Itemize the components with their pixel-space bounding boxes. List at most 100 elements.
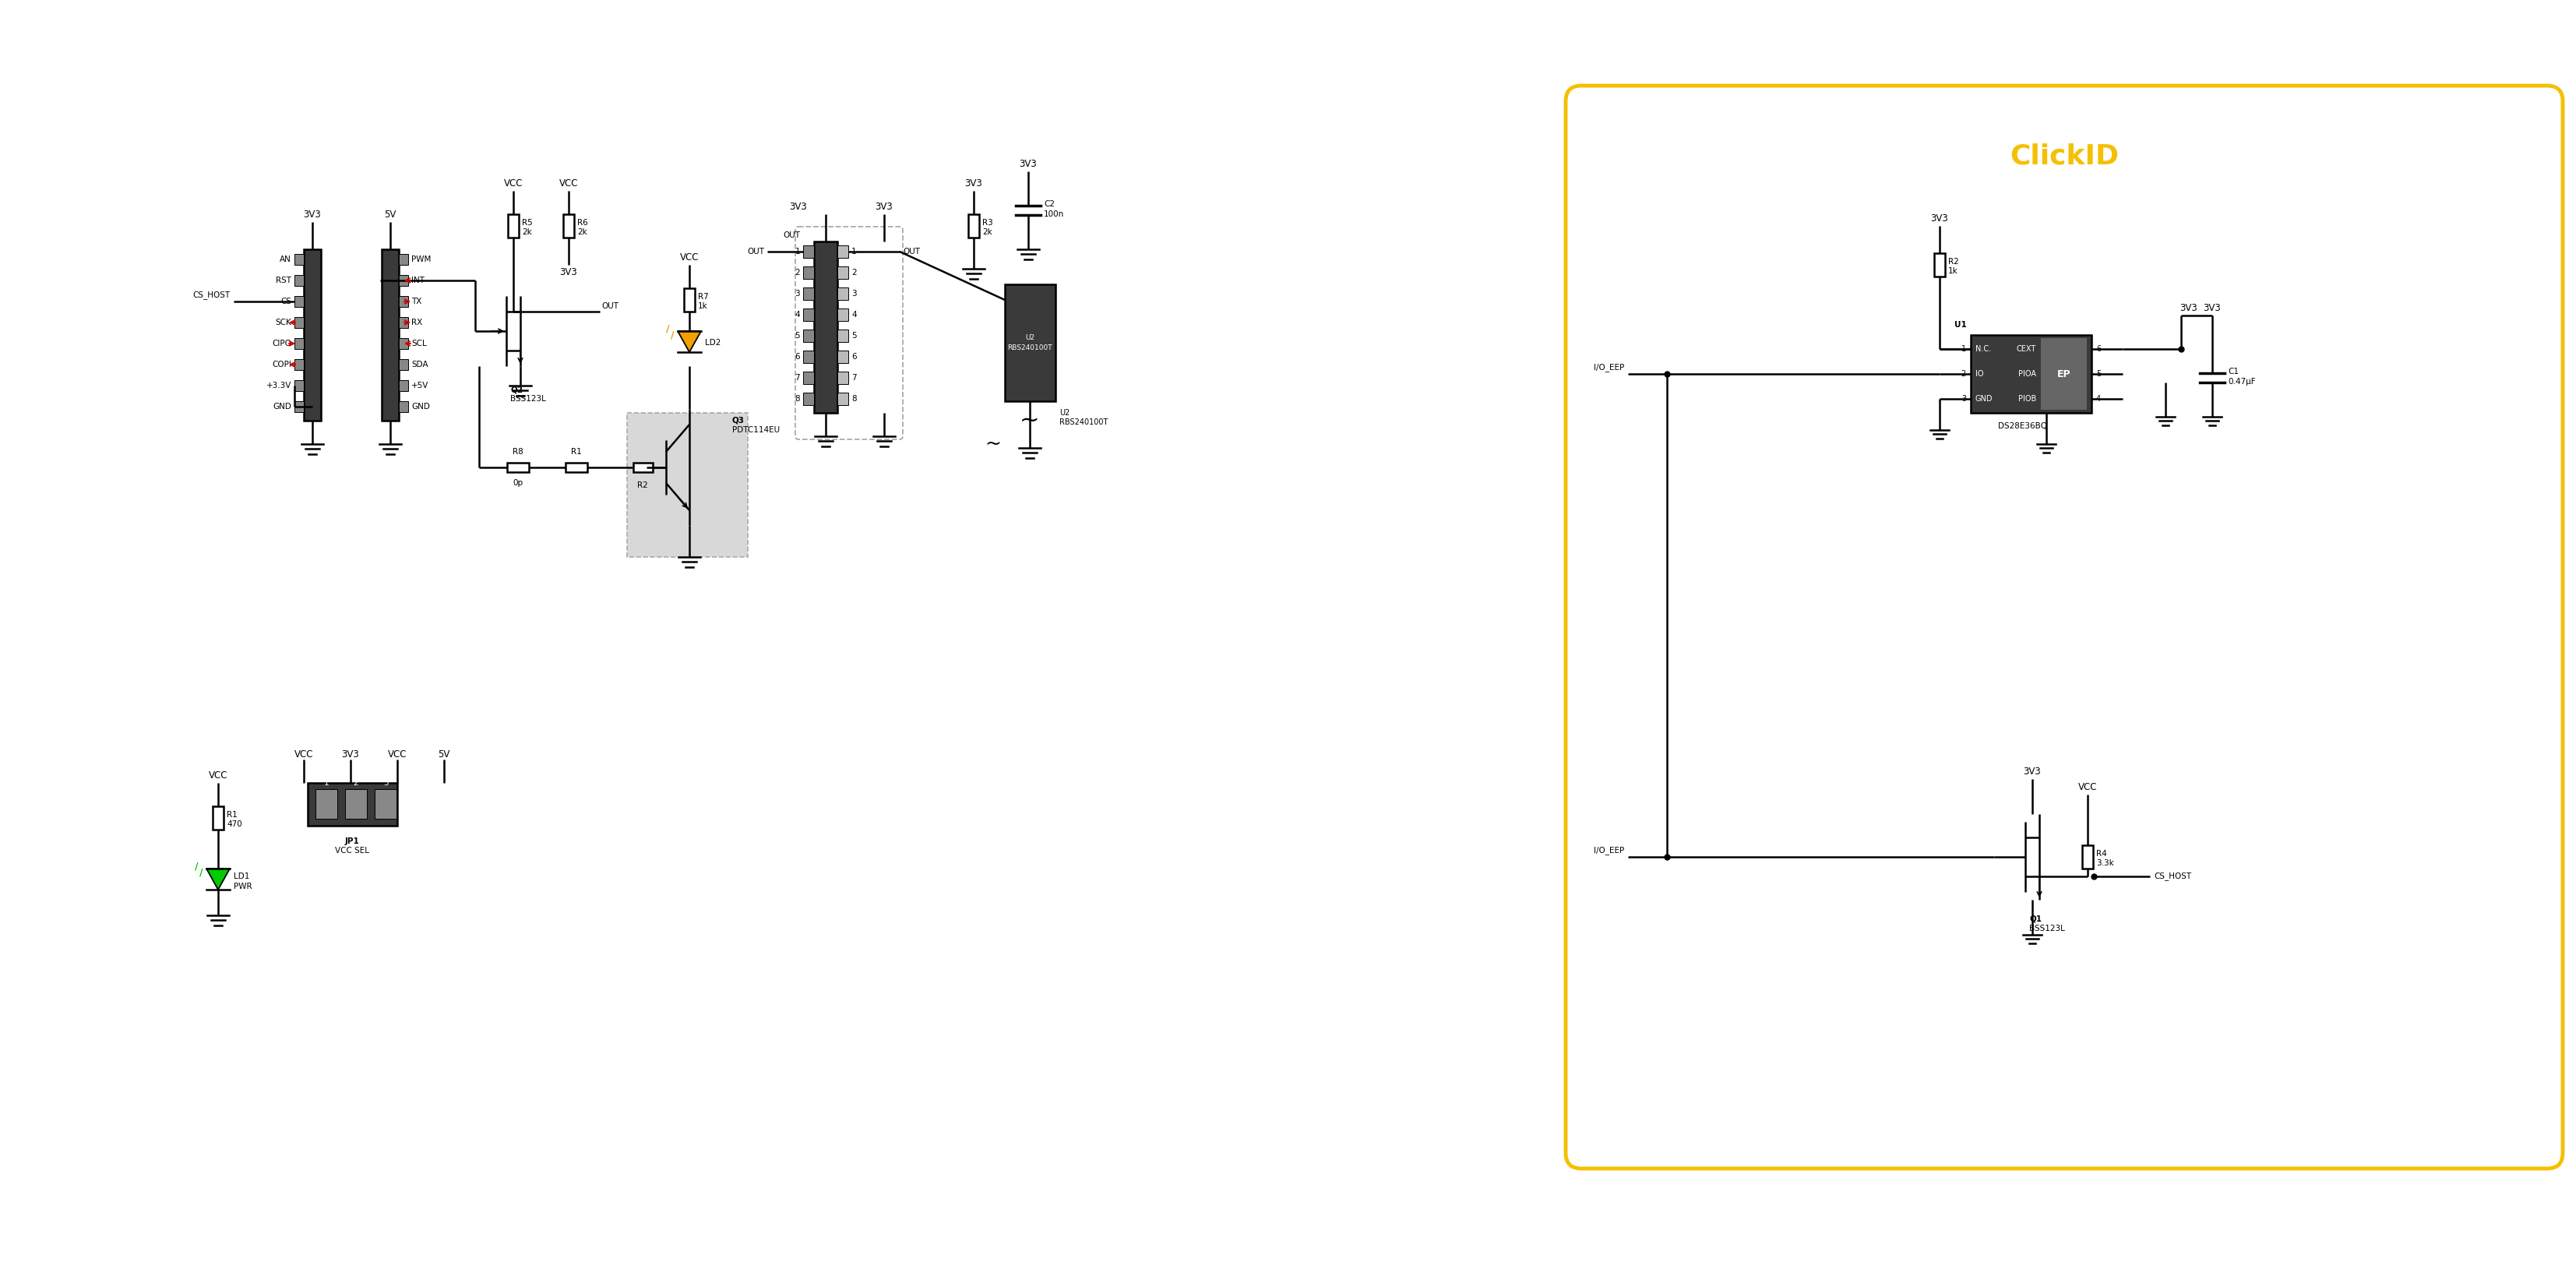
- Text: R8: R8: [513, 448, 523, 456]
- Text: OUT: OUT: [747, 247, 765, 255]
- Text: SCL: SCL: [412, 340, 428, 348]
- Text: 100n: 100n: [1043, 211, 1064, 218]
- Text: 5: 5: [2097, 371, 2102, 378]
- Text: CEXT: CEXT: [2017, 345, 2035, 353]
- Bar: [399, 275, 407, 286]
- Text: 4: 4: [2097, 395, 2102, 402]
- Text: JP1: JP1: [345, 838, 361, 845]
- Text: 3V3: 3V3: [876, 202, 894, 212]
- Text: /: /: [196, 862, 198, 872]
- Text: 4: 4: [853, 311, 858, 319]
- Text: IO: IO: [1976, 371, 1984, 378]
- Text: 1: 1: [796, 247, 801, 255]
- Bar: [294, 275, 304, 286]
- Bar: [804, 350, 814, 363]
- Bar: [837, 350, 848, 363]
- Bar: [294, 296, 304, 307]
- Bar: [837, 392, 848, 405]
- Text: 0.47μF: 0.47μF: [2228, 378, 2257, 386]
- Text: R6: R6: [577, 218, 587, 227]
- Bar: [381, 249, 399, 420]
- Text: 5: 5: [796, 332, 801, 340]
- Text: 2k: 2k: [981, 228, 992, 236]
- Text: VCC: VCC: [680, 253, 698, 263]
- Text: 4: 4: [796, 311, 801, 319]
- Text: I/O_EEP: I/O_EEP: [1595, 363, 1623, 372]
- Text: +5V: +5V: [412, 382, 428, 390]
- Text: GND: GND: [412, 402, 430, 411]
- Text: INT: INT: [412, 277, 425, 284]
- Text: N.C.: N.C.: [1976, 345, 1991, 353]
- Text: VCC SEL: VCC SEL: [335, 846, 368, 854]
- Text: 3V3: 3V3: [559, 268, 577, 278]
- Bar: [567, 463, 587, 472]
- Text: 1: 1: [853, 247, 858, 255]
- Text: PIOA: PIOA: [2017, 371, 2035, 378]
- Bar: [345, 789, 366, 819]
- Text: 3V3: 3V3: [343, 750, 361, 760]
- Text: 2: 2: [853, 269, 858, 277]
- Text: 1: 1: [325, 779, 330, 787]
- Text: OUT: OUT: [902, 247, 920, 255]
- Bar: [2081, 845, 2094, 868]
- Text: U2
RBS240100T: U2 RBS240100T: [1059, 409, 1108, 426]
- Text: R3: R3: [981, 218, 992, 227]
- Text: BSS123L: BSS123L: [2030, 925, 2066, 933]
- Text: VCC: VCC: [559, 179, 577, 189]
- Text: /: /: [198, 868, 204, 878]
- Text: VCC: VCC: [2079, 782, 2097, 792]
- Bar: [969, 214, 979, 237]
- Polygon shape: [677, 331, 701, 352]
- Text: 3V3: 3V3: [791, 202, 806, 212]
- Bar: [564, 214, 574, 237]
- Text: 1k: 1k: [698, 302, 708, 310]
- Bar: [399, 401, 407, 412]
- Text: PIOB: PIOB: [2017, 395, 2035, 402]
- Bar: [399, 254, 407, 265]
- Text: 2: 2: [353, 779, 358, 787]
- Bar: [1935, 254, 1945, 277]
- Text: 0p: 0p: [513, 480, 523, 487]
- Text: 6: 6: [2097, 345, 2102, 353]
- Text: COPI: COPI: [273, 360, 291, 368]
- Bar: [2040, 338, 2087, 410]
- Bar: [837, 372, 848, 385]
- Text: 3.3k: 3.3k: [2097, 859, 2115, 867]
- Text: CIPO: CIPO: [273, 340, 291, 348]
- Text: 3V3: 3V3: [2179, 303, 2197, 313]
- Text: 8: 8: [853, 395, 858, 402]
- Text: R5: R5: [523, 218, 533, 227]
- Polygon shape: [206, 868, 229, 890]
- Text: PWM: PWM: [412, 255, 430, 263]
- Text: R1: R1: [572, 448, 582, 456]
- Bar: [837, 308, 848, 321]
- Text: DS28E36BQ: DS28E36BQ: [1999, 423, 2048, 430]
- Text: R2: R2: [636, 481, 649, 490]
- Bar: [399, 317, 407, 327]
- Bar: [294, 254, 304, 265]
- Text: PWR: PWR: [234, 883, 252, 891]
- Text: AN: AN: [281, 255, 291, 263]
- Bar: [294, 401, 304, 412]
- Text: /: /: [665, 324, 670, 334]
- Bar: [804, 266, 814, 279]
- Text: 3: 3: [853, 289, 858, 297]
- Text: PDTC114EU: PDTC114EU: [732, 426, 781, 434]
- Text: 5V: 5V: [438, 750, 451, 760]
- Bar: [374, 789, 397, 819]
- Text: I/O_EEP: I/O_EEP: [1595, 846, 1623, 854]
- Bar: [294, 381, 304, 391]
- Text: TX: TX: [412, 297, 422, 306]
- Bar: [804, 245, 814, 258]
- Bar: [1971, 335, 2092, 412]
- Text: VCC: VCC: [294, 750, 314, 760]
- Text: BSS123L: BSS123L: [510, 395, 546, 402]
- Bar: [804, 372, 814, 385]
- Bar: [307, 783, 397, 826]
- Text: 3V3: 3V3: [2202, 303, 2221, 313]
- Text: RST: RST: [276, 277, 291, 284]
- Bar: [1005, 284, 1056, 401]
- Text: 2: 2: [1960, 371, 1965, 378]
- Bar: [804, 392, 814, 405]
- Text: 8: 8: [796, 395, 801, 402]
